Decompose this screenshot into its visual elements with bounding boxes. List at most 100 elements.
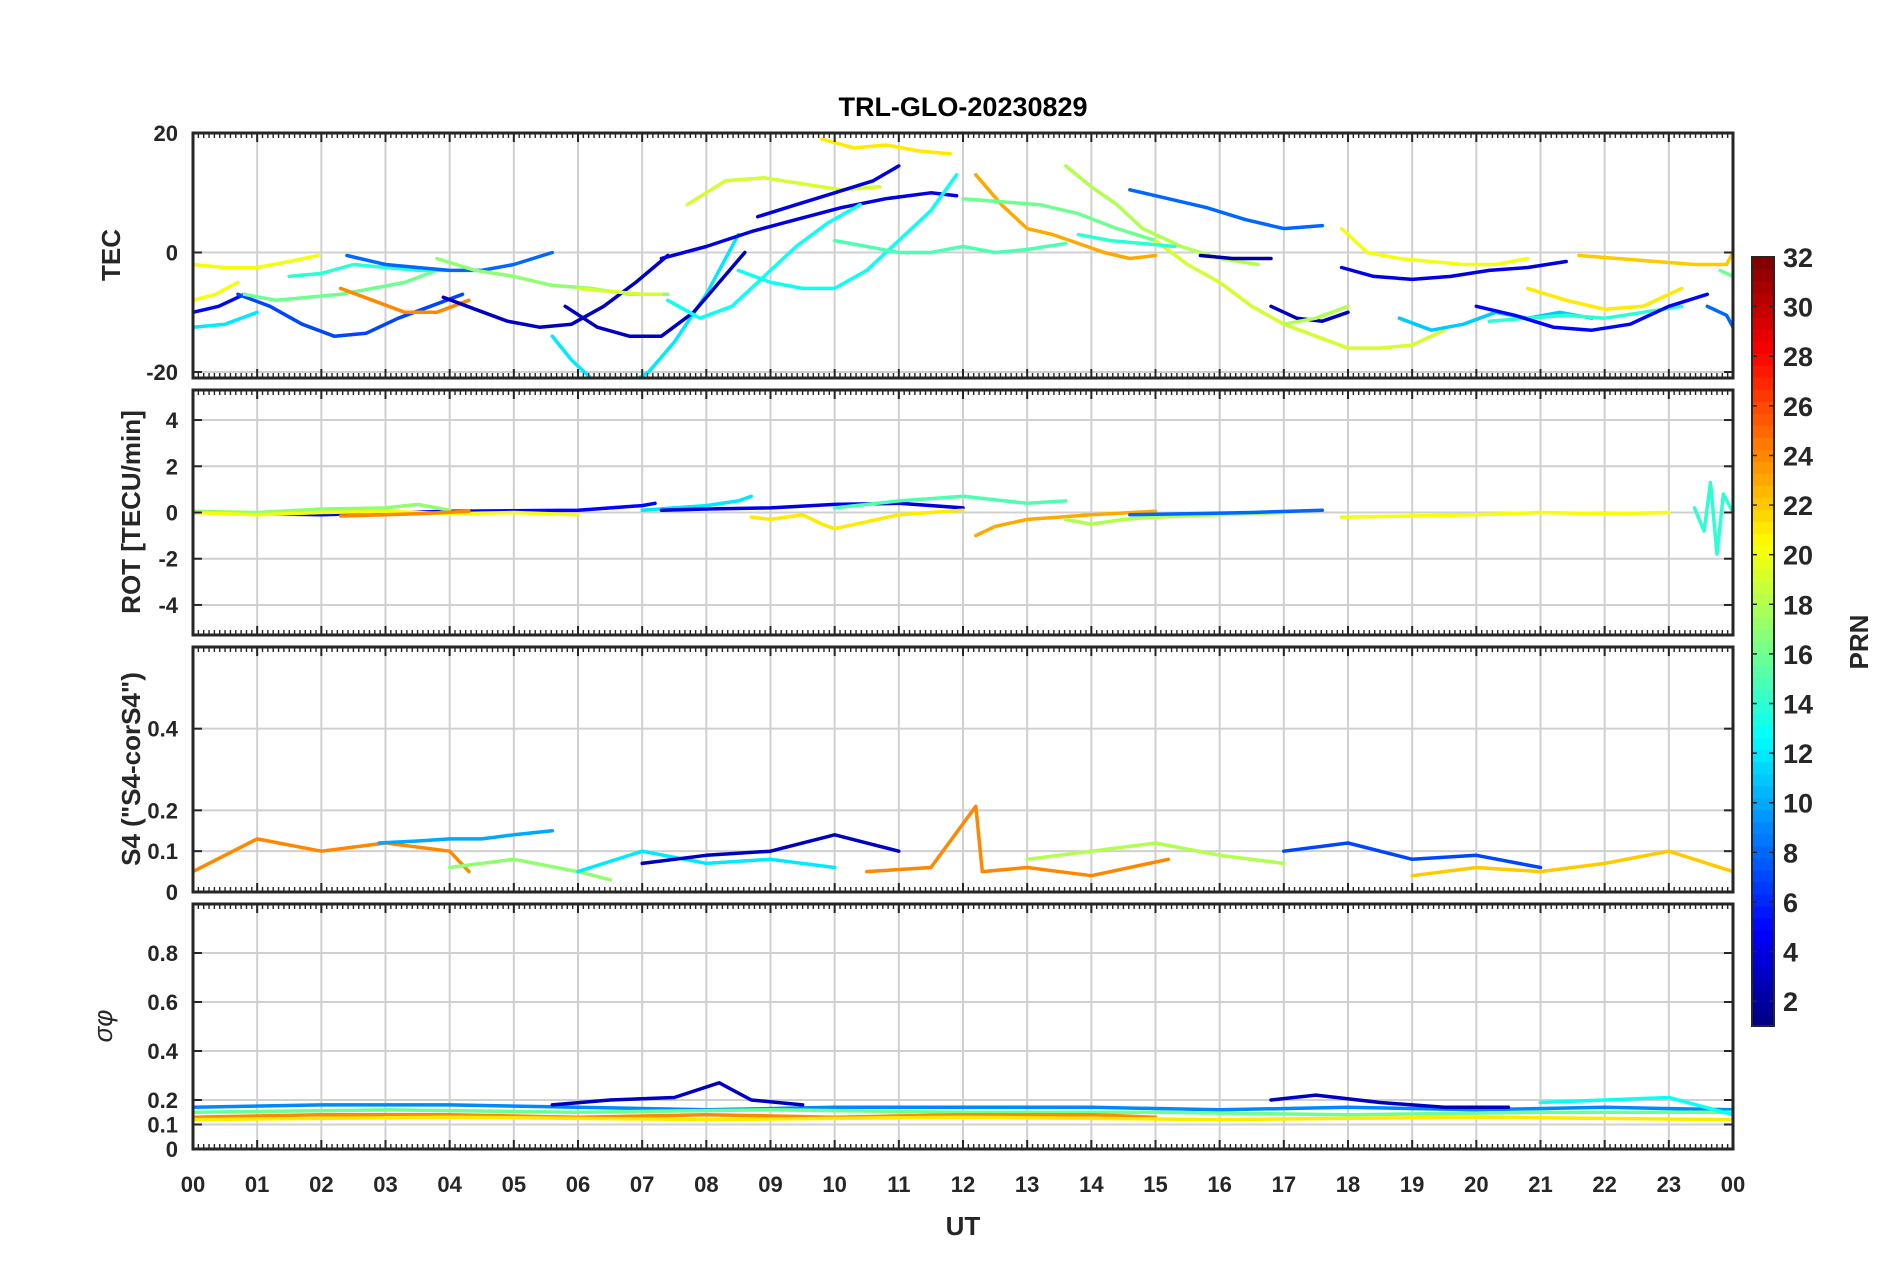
colorbar-swatch [1752, 809, 1774, 823]
s4-y-tick-label: 0.4 [147, 717, 178, 742]
colorbar-tick-label: 10 [1783, 789, 1813, 819]
colorbar-swatch [1752, 617, 1774, 631]
s4-panel: 0 0.1 0.2 0.4 S4 ("S4-corS4") [116, 645, 1735, 905]
colorbar-swatch [1752, 977, 1774, 991]
tec-ylabel: TEC [96, 229, 126, 281]
colorbar-swatch [1752, 785, 1774, 799]
x-tick-label: 11 [887, 1172, 910, 1197]
s4-series-line-prn-7 [1282, 841, 1543, 870]
colorbar-tick-label: 16 [1783, 640, 1813, 670]
sigma-series-line-prn-9 [193, 1103, 1733, 1112]
tec-series-line-prn-14 [287, 262, 452, 279]
colorbar-swatch [1752, 677, 1774, 691]
colorbar-swatch [1752, 257, 1774, 270]
s4-frame [191, 645, 1735, 894]
x-tick-label: 04 [437, 1172, 462, 1197]
sigma-series-line-prn-3 [1269, 1093, 1511, 1110]
x-tick-label: 18 [1336, 1172, 1360, 1197]
s4-series-line-prn-3 [640, 833, 901, 866]
colorbar-swatch [1752, 797, 1774, 811]
tec-series-line-prn-13 [736, 173, 959, 291]
tec-series-line-prn-15 [832, 238, 1068, 255]
colorbar-swatch [1752, 953, 1774, 967]
tec-series-line-prn-8 [1705, 304, 1733, 329]
s4-ylabel: S4 ("S4-corS4") [116, 672, 146, 866]
x-tick-label: 00 [181, 1172, 205, 1197]
tec-series-line-prn-4 [659, 191, 959, 261]
sigma-series-line-prn-24 [193, 1112, 1158, 1119]
colorbar-swatch [1752, 365, 1774, 378]
colorbar-swatch [1752, 653, 1774, 667]
rot-series-line-prn-21 [749, 508, 965, 531]
x-tick-label: 09 [758, 1172, 782, 1197]
colorbar-swatch [1752, 461, 1774, 474]
colorbar-swatch [1752, 353, 1774, 366]
colorbar-swatch [1752, 569, 1774, 583]
colorbar-swatch [1752, 377, 1774, 390]
colorbar-tick-label: 12 [1783, 739, 1813, 769]
colorbar-swatch [1752, 545, 1774, 558]
tec-y-tick-label: 20 [154, 121, 178, 146]
tec-series-line-prn-20 [1339, 226, 1530, 267]
tec-series-line-prn-7 [236, 292, 465, 338]
colorbar-swatch [1752, 713, 1774, 727]
sigma-series-line-prn-3 [550, 1081, 805, 1107]
rot-y-tick-label: 2 [166, 454, 178, 479]
tec-grid [192, 132, 1734, 378]
x-tick-label: 07 [630, 1172, 654, 1197]
colorbar-swatch [1752, 317, 1774, 330]
colorbar-label: PRN [1844, 615, 1874, 670]
s4-series-line-prn-22 [1410, 849, 1733, 878]
rot-series-line-prn-24 [338, 509, 471, 518]
colorbar-swatch [1752, 509, 1774, 522]
chart-title: TRL-GLO-20230829 [838, 92, 1087, 122]
colorbar-swatch [1752, 761, 1774, 775]
tec-series [193, 137, 1733, 378]
sigma-y-tick-labels: 00.10.2 0.4 0.6 0.8 [147, 941, 178, 1162]
rot-series-line-prn-20 [193, 509, 580, 517]
colorbar-tick-label: 26 [1783, 392, 1813, 422]
sigma-series-line-prn-21 [193, 1115, 1733, 1122]
colorbar-gradient [1752, 256, 1774, 1027]
rot-ylabel: ROT [TECU/min] [116, 410, 146, 614]
x-tick-label: 21 [1528, 1172, 1552, 1197]
colorbar-swatch [1752, 485, 1774, 498]
tec-series-line-prn-19 [1153, 238, 1447, 350]
sigma-ylabel: σφ [88, 1010, 118, 1043]
colorbar-swatch [1752, 629, 1774, 643]
colorbar-swatch [1752, 1001, 1774, 1015]
x-tick-label: 03 [373, 1172, 397, 1197]
colorbar-frame [1751, 256, 1775, 1027]
x-tick-label: 12 [951, 1172, 975, 1197]
colorbar-swatch [1752, 905, 1774, 919]
colorbar-swatch [1752, 401, 1774, 414]
x-tick-label: 10 [822, 1172, 846, 1197]
colorbar-swatch [1752, 341, 1774, 354]
colorbar-tick-label: 18 [1783, 590, 1813, 620]
rot-y-tick-labels: -4 -2 0 2 4 [158, 408, 178, 618]
sigma-y-tick-label: 0.2 [147, 1088, 178, 1113]
tec-series-line-prn-18 [1282, 304, 1350, 326]
colorbar-swatch [1752, 821, 1774, 835]
sigma-series-line-prn-16 [193, 1108, 1733, 1117]
colorbar-swatch [1752, 605, 1774, 619]
tec-panel: -20 0 20 TEC [96, 121, 1735, 385]
colorbar-swatch [1752, 269, 1774, 282]
tec-series-line-prn-3 [441, 253, 670, 329]
rot-frame [191, 388, 1735, 637]
x-tick-label: 17 [1272, 1172, 1296, 1197]
x-tick-label: 02 [309, 1172, 333, 1197]
x-tick-label: 05 [502, 1172, 526, 1197]
colorbar-swatch [1752, 521, 1774, 534]
s4-series-line-prn-12 [576, 849, 837, 874]
rot-series-line-prn-23 [974, 509, 1158, 538]
colorbar-tick-label: 32 [1783, 243, 1813, 273]
tec-series-line-prn-8 [1128, 188, 1325, 231]
tec-series-line-prn-12 [193, 310, 259, 329]
colorbar-swatch [1752, 425, 1774, 438]
tec-series-line-prn-21 [1525, 286, 1684, 312]
tec-series-line-prn-2 [1198, 253, 1273, 261]
s4-y-tick-labels: 0 0.1 0.2 0.4 [147, 717, 178, 905]
rot-series [193, 480, 1733, 556]
sigma-panel: 00.10.2 0.4 0.6 0.8 σφ [88, 902, 1735, 1162]
